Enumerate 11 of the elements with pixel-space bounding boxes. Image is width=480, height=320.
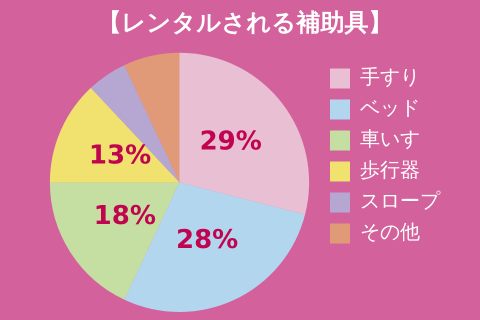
legend-label: 車いす: [360, 126, 420, 151]
data-label: 18%: [94, 200, 156, 231]
legend-label: その他: [360, 220, 420, 244]
data-label: 28%: [176, 224, 238, 255]
legend-label: スロープ: [360, 188, 441, 213]
legend-label: 手すり: [360, 64, 420, 89]
legend-label: ベッド: [360, 96, 420, 120]
chart-title: 【レンタルされる補助具】: [98, 8, 392, 37]
legend-label: 歩行器: [360, 158, 420, 182]
data-label: 13%: [88, 140, 152, 170]
data-label: 29%: [200, 126, 262, 156]
